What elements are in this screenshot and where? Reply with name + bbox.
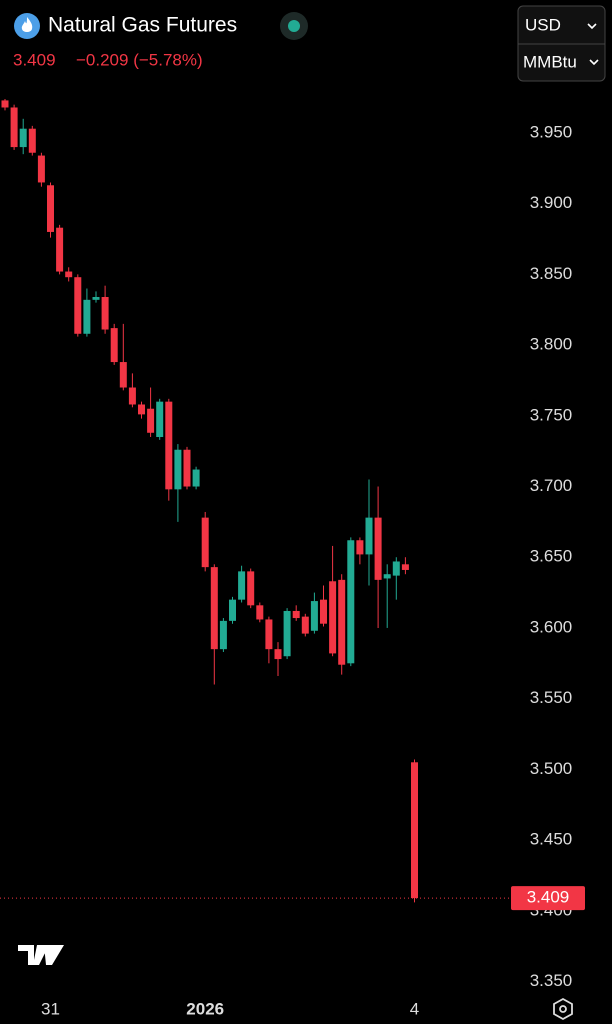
candle-body — [119, 362, 127, 388]
candle-body — [10, 107, 18, 148]
x-tick-label: 4 — [410, 999, 419, 1018]
candle-body — [183, 449, 191, 487]
candle-body — [219, 620, 227, 650]
candle-body — [301, 616, 309, 634]
y-tick-label: 3.800 — [530, 335, 573, 354]
y-tick-label: 3.650 — [530, 547, 573, 566]
y-tick-label: 3.850 — [530, 264, 573, 283]
candle-body — [37, 155, 45, 183]
candle-body — [392, 561, 400, 576]
candle-body — [174, 449, 182, 490]
candle-body — [238, 571, 246, 600]
y-tick-label: 3.750 — [530, 405, 573, 424]
candle-body — [347, 540, 355, 664]
candle-body — [365, 517, 373, 555]
candle-body — [101, 297, 109, 330]
candle-body — [292, 610, 300, 619]
y-tick-label: 3.900 — [530, 193, 573, 212]
candle-body — [165, 401, 173, 490]
candle-body — [356, 540, 364, 555]
candle-body — [92, 297, 100, 300]
candle-body — [83, 299, 91, 334]
candle-body — [256, 605, 264, 620]
chevron — [587, 23, 597, 30]
candle-body — [201, 517, 209, 568]
y-tick-label: 3.600 — [530, 617, 573, 636]
candle-body — [74, 277, 82, 334]
candle-body — [128, 387, 136, 405]
candle-body — [156, 401, 164, 438]
candle-body — [19, 128, 27, 148]
candle-body — [274, 649, 282, 660]
candle-body — [110, 328, 118, 363]
candle-body — [28, 128, 36, 153]
settings-icon[interactable] — [553, 997, 573, 1021]
status-dot — [288, 20, 300, 32]
candle-body — [338, 579, 346, 665]
x-tick-label: 31 — [41, 999, 60, 1018]
flame — [21, 17, 33, 32]
candle-body — [47, 185, 54, 232]
price-change: −0.209 (−5.78%) — [76, 50, 203, 69]
candle-body — [56, 227, 64, 272]
candle-body — [401, 564, 409, 570]
y-tick-label: 3.550 — [530, 688, 573, 707]
candle-body — [374, 517, 382, 580]
y-tick-label: 3.450 — [530, 830, 573, 849]
candle-body — [383, 574, 391, 579]
candle-body — [210, 567, 218, 650]
candle-body — [265, 619, 273, 650]
candle-body — [320, 599, 327, 624]
candle-body — [1, 100, 9, 108]
candle-body — [247, 571, 255, 606]
candle-body — [329, 581, 337, 654]
chevron — [589, 59, 599, 66]
settings-dot — [559, 1005, 567, 1013]
candle-body — [138, 404, 145, 415]
y-tick-label: 3.700 — [530, 476, 573, 495]
unit[interactable]: MMBtu — [523, 52, 577, 71]
candle-body — [283, 610, 291, 657]
logo — [18, 945, 64, 965]
y-tick-label: 3.350 — [530, 971, 573, 990]
candle-body — [192, 469, 200, 487]
candle-body — [411, 762, 418, 899]
candle-body — [229, 599, 236, 621]
title: Natural Gas Futures — [48, 14, 237, 37]
last-price: 3.409 — [13, 50, 56, 69]
candle-body — [310, 601, 318, 631]
last-price-label: 3.409 — [527, 888, 570, 907]
candle-body — [65, 271, 73, 278]
y-tick-label: 3.500 — [530, 759, 573, 778]
x-tick-label: 2026 — [186, 999, 224, 1018]
y-tick-label: 3.950 — [530, 122, 573, 141]
candle-body — [147, 408, 155, 433]
currency[interactable]: USD — [525, 15, 561, 34]
last-price-tag — [511, 886, 585, 911]
